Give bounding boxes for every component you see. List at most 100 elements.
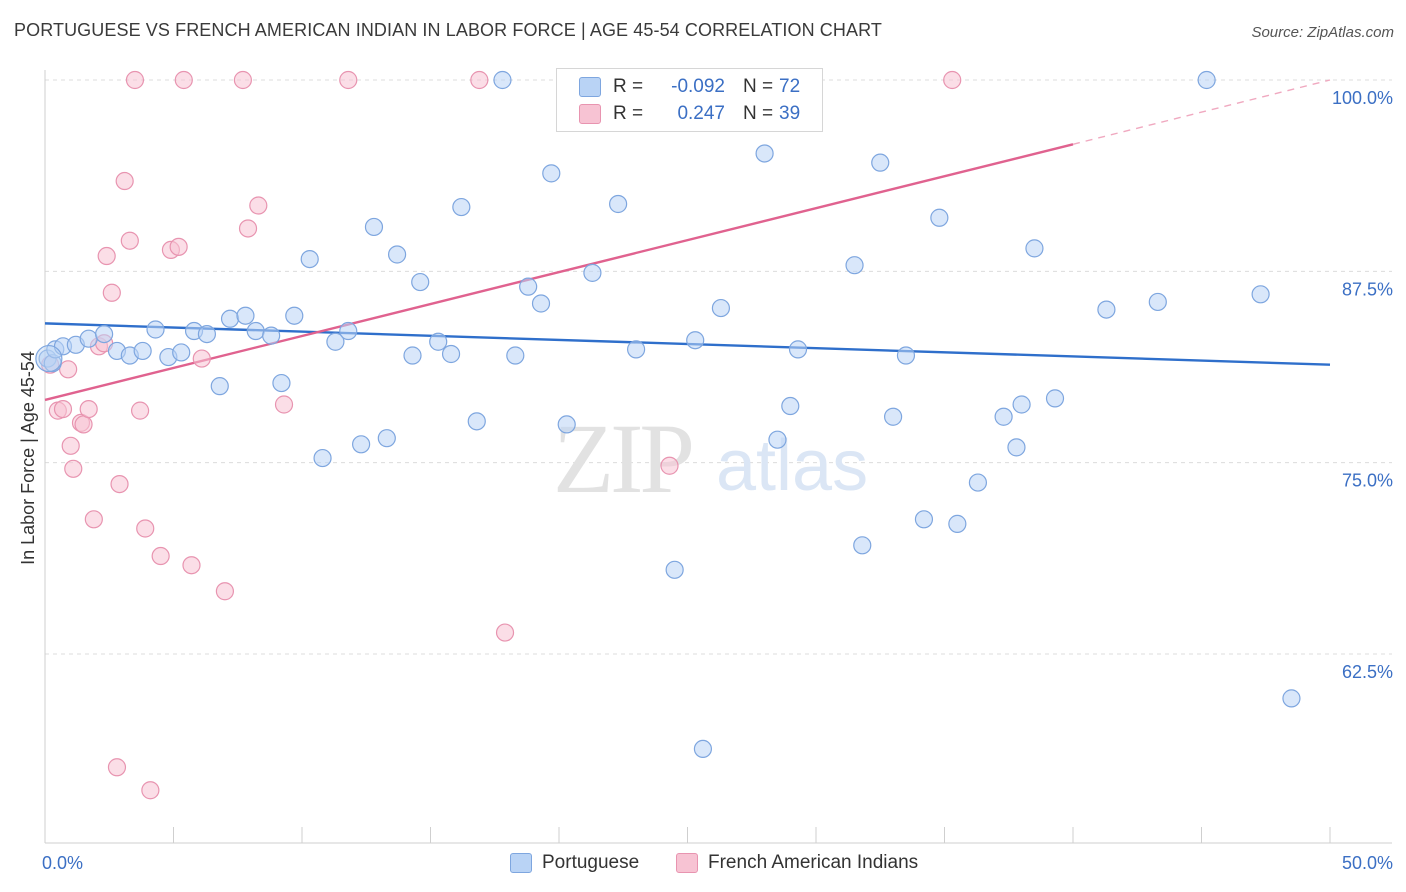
source-credit: Source: ZipAtlas.com bbox=[1251, 24, 1394, 41]
point-french-american-indians bbox=[192, 349, 211, 368]
series-label: Portuguese bbox=[542, 852, 640, 873]
point-portuguese bbox=[665, 560, 684, 579]
legend-r-label: R = bbox=[613, 76, 644, 97]
point-portuguese bbox=[1012, 395, 1031, 414]
legend-swatch-blue bbox=[579, 77, 601, 97]
point-portuguese bbox=[914, 510, 934, 529]
point-portuguese bbox=[1097, 300, 1116, 319]
point-french-american-indians bbox=[64, 459, 83, 478]
legend-r-value: 0.247 bbox=[677, 103, 725, 124]
point-portuguese bbox=[1007, 438, 1026, 457]
point-portuguese bbox=[95, 324, 114, 344]
point-french-american-indians bbox=[141, 781, 160, 800]
point-portuguese bbox=[930, 208, 949, 227]
trend-line-extension bbox=[1072, 79, 1331, 145]
point-french-american-indians bbox=[238, 219, 258, 238]
point-french-american-indians bbox=[125, 70, 145, 90]
point-portuguese bbox=[542, 164, 561, 183]
point-portuguese bbox=[133, 341, 152, 361]
point-portuguese bbox=[853, 536, 872, 555]
watermark: ZIP atlas bbox=[553, 403, 868, 514]
point-portuguese bbox=[755, 144, 774, 163]
legend-row-portuguese: R = -0.092 N = 72 bbox=[579, 74, 800, 100]
point-french-american-indians bbox=[115, 171, 134, 191]
point-french-american-indians bbox=[130, 401, 150, 420]
point-french-american-indians bbox=[136, 519, 155, 538]
point-portuguese bbox=[197, 324, 217, 344]
legend-swatch-pink bbox=[579, 104, 601, 124]
y-tick-label: 75.0% bbox=[1342, 471, 1393, 491]
point-portuguese bbox=[1197, 70, 1216, 90]
point-french-american-indians bbox=[233, 70, 252, 90]
point-portuguese bbox=[557, 415, 576, 434]
point-portuguese bbox=[352, 435, 371, 454]
point-french-american-indians bbox=[470, 70, 489, 90]
correlation-legend: R = -0.092 N = 72 R = 0.247 N = 39 bbox=[556, 68, 823, 132]
y-axis-label: In Labor Force | Age 45-54 bbox=[18, 351, 38, 565]
point-portuguese bbox=[686, 331, 705, 350]
point-portuguese bbox=[1251, 285, 1270, 304]
series-legend-french-american-indians[interactable]: French American Indians bbox=[676, 852, 918, 874]
point-portuguese bbox=[172, 343, 191, 362]
legend-n-value: 39 bbox=[779, 103, 801, 124]
point-portuguese bbox=[871, 153, 890, 172]
point-portuguese bbox=[626, 340, 646, 359]
point-portuguese bbox=[285, 306, 304, 325]
series-legend: Portuguese French American Indians bbox=[0, 852, 1406, 876]
point-portuguese bbox=[272, 373, 291, 393]
point-portuguese bbox=[364, 217, 384, 237]
watermark-atlas: atlas bbox=[716, 426, 868, 506]
series-label: French American Indians bbox=[708, 852, 919, 873]
point-french-american-indians bbox=[174, 70, 193, 90]
point-french-american-indians bbox=[182, 556, 201, 575]
point-portuguese bbox=[326, 332, 345, 351]
point-french-american-indians bbox=[107, 758, 127, 777]
point-portuguese bbox=[968, 473, 988, 492]
legend-n-value: 72 bbox=[779, 76, 801, 97]
legend-row-french-american-indians: R = 0.247 N = 39 bbox=[579, 101, 800, 127]
y-tick-label: 87.5% bbox=[1342, 279, 1393, 299]
y-tick-label: 100.0% bbox=[1332, 88, 1393, 108]
point-portuguese bbox=[262, 326, 281, 345]
point-french-american-indians bbox=[660, 456, 679, 475]
point-french-american-indians bbox=[102, 283, 121, 302]
point-portuguese bbox=[583, 263, 602, 282]
series-legend-portuguese[interactable]: Portuguese bbox=[510, 852, 639, 874]
point-portuguese bbox=[452, 197, 471, 217]
point-french-american-indians bbox=[61, 436, 80, 455]
point-portuguese bbox=[79, 329, 98, 348]
point-portuguese bbox=[387, 245, 407, 264]
point-portuguese bbox=[994, 407, 1013, 426]
point-portuguese bbox=[693, 739, 713, 759]
data-points bbox=[35, 70, 1301, 800]
point-french-american-indians bbox=[79, 399, 98, 419]
point-french-american-indians bbox=[274, 395, 294, 414]
point-portuguese bbox=[146, 320, 165, 339]
point-portuguese bbox=[236, 306, 255, 325]
point-portuguese bbox=[403, 346, 422, 365]
point-french-american-indians bbox=[74, 415, 93, 434]
y-tick-label: 62.5% bbox=[1342, 662, 1393, 682]
point-portuguese-cluster bbox=[35, 344, 63, 373]
point-french-american-indians bbox=[495, 623, 515, 642]
point-french-american-indians bbox=[120, 231, 139, 250]
point-french-american-indians bbox=[84, 510, 103, 529]
point-portuguese bbox=[429, 332, 448, 351]
legend-r-value: -0.092 bbox=[671, 76, 725, 97]
point-french-american-indians bbox=[943, 70, 962, 90]
point-french-american-indians bbox=[97, 246, 116, 266]
point-portuguese bbox=[781, 396, 800, 416]
trend-line-french-american-indians bbox=[44, 143, 1074, 402]
point-portuguese bbox=[948, 514, 967, 533]
series-swatch-blue bbox=[510, 853, 532, 873]
point-portuguese bbox=[220, 309, 240, 328]
point-portuguese bbox=[377, 429, 396, 448]
point-portuguese bbox=[1282, 689, 1301, 708]
point-portuguese bbox=[441, 344, 461, 364]
point-french-american-indians bbox=[110, 474, 129, 494]
point-portuguese bbox=[1025, 239, 1044, 258]
point-french-american-indians bbox=[249, 196, 268, 215]
chart-title: PORTUGUESE VS FRENCH AMERICAN INDIAN IN … bbox=[14, 20, 882, 40]
point-portuguese bbox=[339, 321, 358, 341]
